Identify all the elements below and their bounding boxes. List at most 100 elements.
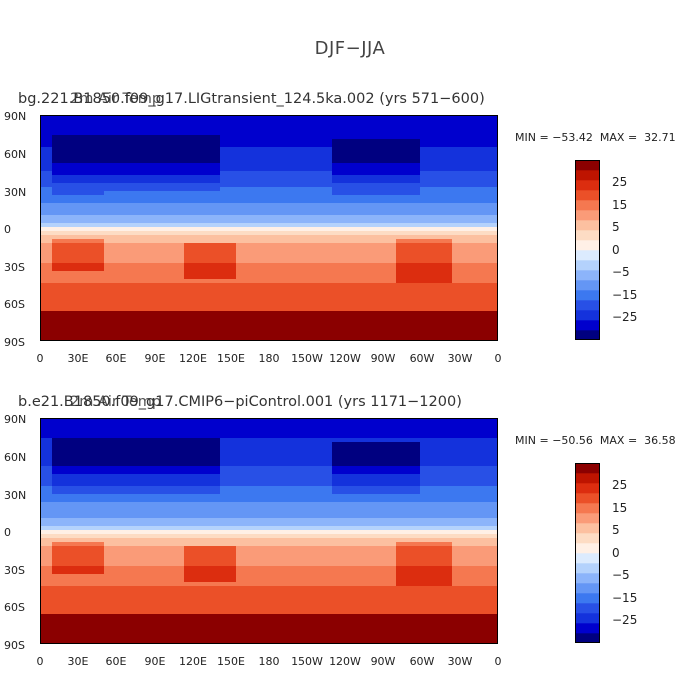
lon-label: 150W <box>291 655 323 668</box>
min-value: −53.42 <box>552 131 593 144</box>
lat-label: 90S <box>4 639 25 652</box>
lat-label: 0 <box>4 526 11 539</box>
lat-label: 90N <box>4 413 27 426</box>
temperature-map <box>40 418 498 644</box>
lon-label: 0 <box>494 655 502 668</box>
lon-label: 150E <box>217 655 245 668</box>
variable-name: 2m Air Temp <box>70 394 162 410</box>
lat-label: 0 <box>4 223 11 236</box>
colorbar-swatch <box>575 473 600 484</box>
lon-label: 150W <box>291 352 323 365</box>
min-max-stats: MIN = −53.42 MAX = 32.71 <box>515 131 676 144</box>
lon-label: 120E <box>179 655 207 668</box>
colorbar-label: 0 <box>612 546 620 560</box>
map-canvas <box>40 418 498 644</box>
colorbar-swatch <box>575 320 600 331</box>
lat-label: 30S <box>4 564 25 577</box>
colorbar-swatch <box>575 543 600 554</box>
colorbar-swatch <box>575 503 600 514</box>
lat-label: 30N <box>4 489 27 502</box>
colorbar-swatch <box>575 180 600 191</box>
lon-label: 30W <box>447 655 473 668</box>
colorbar-swatch <box>575 593 600 604</box>
lat-label: 30S <box>4 261 25 274</box>
colorbar-label: −25 <box>612 310 638 324</box>
lat-label: 60N <box>4 451 27 464</box>
colorbar-swatch <box>575 310 600 321</box>
min-label: MIN = <box>515 131 549 144</box>
colorbar-swatch <box>575 250 600 261</box>
lon-label: 90E <box>144 352 166 365</box>
lon-label: 0 <box>36 352 44 365</box>
max-value: 36.58 <box>644 434 676 447</box>
colorbar-swatch <box>575 493 600 504</box>
colorbar-swatch <box>575 523 600 534</box>
colorbar-label: 25 <box>612 478 628 492</box>
max-label: MAX = <box>599 131 638 144</box>
colorbar-swatch <box>575 573 600 584</box>
colorbar-swatch <box>575 170 600 181</box>
lon-label: 90E <box>144 655 166 668</box>
lon-label: 90W <box>370 655 396 668</box>
lon-label: 0 <box>36 655 44 668</box>
panel-title: bg.221.B1850.f09_g17.LIGtransient_124.5k… <box>18 90 485 108</box>
colorbar-label: −15 <box>612 591 638 605</box>
figure-title: DJF−JJA <box>314 38 386 59</box>
map-canvas <box>40 115 498 341</box>
lat-label: 30N <box>4 186 27 199</box>
map-panel-1: bg.221.B1850.f09_g17.LIGtransient_124.5k… <box>0 90 700 390</box>
colorbar-swatch <box>575 513 600 524</box>
lon-label: 30E <box>67 655 89 668</box>
colorbar-swatch <box>575 623 600 634</box>
lon-label: 180 <box>258 352 280 365</box>
colorbar-swatch <box>575 553 600 564</box>
colorbar <box>575 160 600 340</box>
colorbar-swatch <box>575 190 600 201</box>
colorbar-swatch <box>575 260 600 271</box>
lat-label: 90S <box>4 336 25 349</box>
min-max-stats: MIN = −50.56 MAX = 36.58 <box>515 434 676 447</box>
max-value: 32.71 <box>644 131 676 144</box>
colorbar-swatch <box>575 483 600 494</box>
variable-name: 2m Air Temp <box>70 91 162 107</box>
colorbar-label: 0 <box>612 243 620 257</box>
colorbar-swatch <box>575 613 600 624</box>
lon-label: 180 <box>258 655 280 668</box>
lon-label: 120W <box>329 655 361 668</box>
map-panel-2: b.e21.B1850.f09_g17.CMIP6−piControl.001 … <box>0 393 700 693</box>
colorbar-label: −5 <box>612 265 630 279</box>
max-label: MAX = <box>599 434 638 447</box>
lat-label: 60S <box>4 298 25 311</box>
colorbar-swatch <box>575 583 600 594</box>
min-label: MIN = <box>515 434 549 447</box>
colorbar-label: 25 <box>612 175 628 189</box>
colorbar-swatch <box>575 160 600 171</box>
min-value: −50.56 <box>552 434 593 447</box>
colorbar-label: −25 <box>612 613 638 627</box>
colorbar-swatch <box>575 230 600 241</box>
colorbar-swatch <box>575 563 600 574</box>
colorbar-swatch <box>575 463 600 474</box>
lon-label: 60E <box>105 655 127 668</box>
lon-label: 90W <box>370 352 396 365</box>
colorbar-swatch <box>575 210 600 221</box>
lon-label: 60W <box>409 352 435 365</box>
lat-label: 60S <box>4 601 25 614</box>
lon-label: 0 <box>494 352 502 365</box>
colorbar-label: −5 <box>612 568 630 582</box>
colorbar-swatch <box>575 220 600 231</box>
colorbar-swatch <box>575 533 600 544</box>
colorbar <box>575 463 600 643</box>
colorbar-swatch <box>575 270 600 281</box>
colorbar-swatch <box>575 603 600 614</box>
colorbar-label: 15 <box>612 501 628 515</box>
colorbar-label: 5 <box>612 220 620 234</box>
lon-label: 120W <box>329 352 361 365</box>
case-name: bg.221.B1850.f09_g17.LIGtransient_124.5k… <box>18 91 485 107</box>
colorbar-swatch <box>575 290 600 301</box>
lat-label: 60N <box>4 148 27 161</box>
lon-label: 150E <box>217 352 245 365</box>
colorbar-label: 15 <box>612 198 628 212</box>
lon-label: 30E <box>67 352 89 365</box>
temperature-map <box>40 115 498 341</box>
